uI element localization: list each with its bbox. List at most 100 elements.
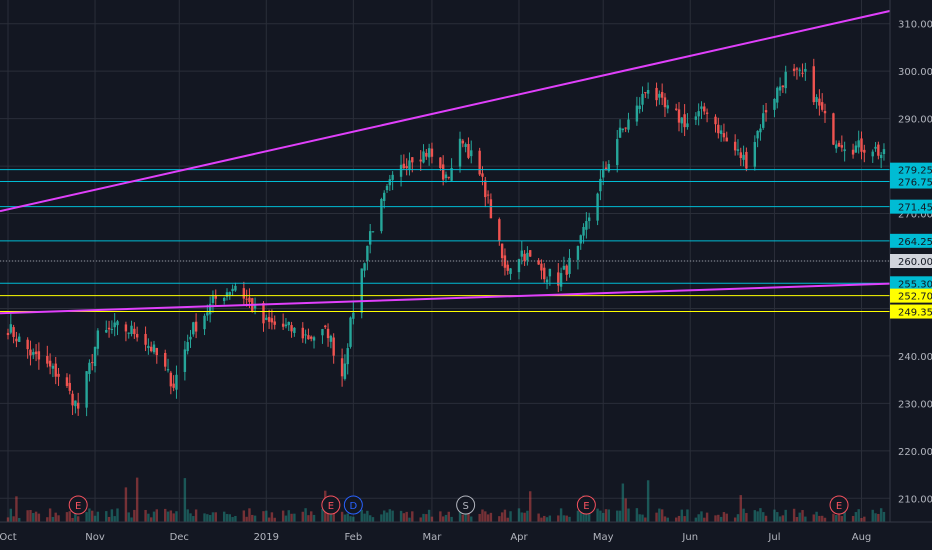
volume-bar [312, 514, 316, 522]
volume-bar [419, 517, 422, 522]
volume-bar [837, 508, 841, 522]
candle-body [658, 93, 661, 98]
volume-bar [840, 516, 844, 522]
time-axis: Oct Nov Dec 2019 Feb Mar Apr May Jun Jul Aug [0, 532, 871, 543]
candle-body [12, 327, 15, 337]
volume-bar [529, 491, 532, 522]
candle-body [742, 154, 745, 160]
event-marker [456, 495, 476, 515]
candle-body [764, 110, 768, 113]
candle-body [186, 342, 189, 352]
candle-body [812, 66, 815, 103]
candle-body [189, 336, 192, 340]
candle-body [801, 72, 804, 74]
volume-bar [602, 512, 605, 522]
candle-body [169, 372, 173, 387]
candle-body [686, 123, 689, 128]
volume-bar [545, 517, 549, 522]
event-marker [68, 495, 88, 515]
candle-body [363, 263, 366, 271]
volume-bar [759, 508, 762, 522]
volume-bar [234, 515, 237, 522]
volume-bar [273, 517, 276, 522]
candle-body [346, 348, 349, 365]
volume-bar [537, 513, 540, 522]
volume-bar [287, 510, 290, 522]
candle-body [6, 332, 10, 336]
volume-bar [166, 511, 170, 522]
candle-body [745, 151, 748, 169]
candle-body [301, 327, 304, 339]
candle-body [871, 151, 874, 157]
candle-body [604, 167, 608, 169]
volume-bar [618, 510, 622, 522]
candle-body [458, 138, 462, 167]
volume-bar [135, 477, 139, 522]
candle-body [857, 140, 860, 148]
volume-bar [464, 508, 467, 522]
candle-body [498, 219, 501, 241]
volume-bar [366, 510, 369, 522]
volume-bar [363, 513, 366, 522]
candle-body [759, 128, 762, 133]
candle-body [76, 402, 80, 409]
volume-bar [231, 517, 234, 522]
volume-bar [307, 515, 310, 522]
candle-body [262, 303, 265, 324]
candle-body [773, 98, 776, 110]
candle-body [568, 257, 571, 274]
volume-bar [206, 514, 209, 522]
volume-bar [450, 516, 453, 522]
price-tag-label: 249.35 [898, 308, 932, 319]
volume-bar [194, 509, 198, 522]
price-tag-label: 279.25 [898, 166, 932, 177]
candle-body [441, 164, 445, 180]
candle-body [127, 332, 130, 334]
volume-bar [107, 516, 111, 522]
price-tag-label: 264.25 [898, 237, 932, 248]
candle-body [116, 321, 119, 326]
candle-body [694, 116, 698, 120]
candle-body [284, 324, 288, 327]
price-tag-label: 255.30 [898, 279, 932, 290]
candle-body [34, 351, 38, 355]
time-tick-label: Nov [85, 532, 105, 543]
volume-bar [34, 511, 38, 522]
candle-body [585, 221, 588, 230]
candle-body [860, 138, 863, 152]
volume-bar [686, 509, 689, 522]
volume-bar [346, 513, 349, 522]
candle-body [753, 142, 757, 167]
volume-bar [391, 510, 394, 522]
volume-bar [565, 515, 568, 522]
volume-bar [607, 509, 611, 522]
candle-body [663, 97, 667, 108]
candle-body [675, 108, 678, 110]
candle-body [85, 371, 88, 408]
volume-bar [739, 495, 742, 522]
volume-bar [385, 512, 389, 522]
volume-bar [725, 513, 728, 522]
candle-body [756, 130, 759, 139]
volume-bar [882, 511, 886, 522]
volume-bar [638, 514, 641, 522]
candle-body [439, 157, 442, 168]
candle-body [321, 329, 324, 336]
candle-body [557, 272, 560, 286]
volume-bar [489, 512, 493, 522]
candle-body [144, 333, 147, 345]
volume-bar [762, 512, 765, 522]
candle-body [124, 324, 128, 332]
price-tick-label: 290.00 [898, 115, 932, 126]
candle-body [371, 231, 375, 233]
volume-bar [262, 511, 265, 522]
candle-body [192, 322, 195, 335]
price-tick-label: 300.00 [898, 67, 932, 78]
volume-bar [742, 508, 745, 522]
candle-body [290, 325, 293, 332]
volume-bar [267, 517, 271, 522]
volume-bar [245, 516, 248, 522]
candle-body [815, 97, 818, 103]
